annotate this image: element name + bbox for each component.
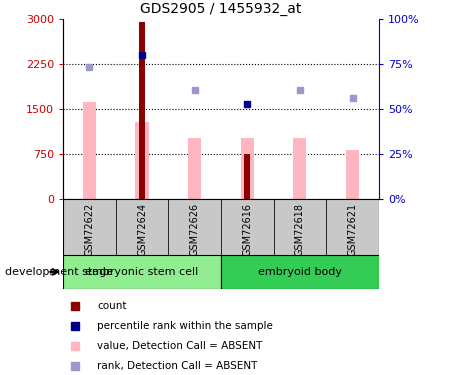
- FancyBboxPatch shape: [168, 199, 221, 255]
- FancyBboxPatch shape: [63, 199, 116, 255]
- Bar: [244, 154, 250, 199]
- Text: GSM72622: GSM72622: [84, 203, 94, 256]
- Text: GSM72626: GSM72626: [190, 203, 200, 256]
- Text: GSM72618: GSM72618: [295, 203, 305, 256]
- FancyBboxPatch shape: [221, 255, 379, 289]
- FancyBboxPatch shape: [63, 255, 221, 289]
- Title: GDS2905 / 1455932_at: GDS2905 / 1455932_at: [140, 2, 302, 16]
- Text: embryoid body: embryoid body: [258, 267, 342, 277]
- Bar: [135, 122, 149, 199]
- Text: GSM72616: GSM72616: [242, 203, 252, 256]
- FancyBboxPatch shape: [221, 199, 274, 255]
- Bar: [293, 138, 307, 199]
- FancyBboxPatch shape: [116, 199, 168, 255]
- Text: count: count: [97, 301, 127, 311]
- Text: rank, Detection Call = ABSENT: rank, Detection Call = ABSENT: [97, 360, 258, 370]
- Bar: [188, 138, 201, 199]
- Bar: [139, 22, 145, 199]
- Bar: [241, 138, 254, 199]
- FancyBboxPatch shape: [274, 199, 326, 255]
- FancyBboxPatch shape: [326, 199, 379, 255]
- Bar: [346, 150, 359, 199]
- Text: percentile rank within the sample: percentile rank within the sample: [97, 321, 273, 331]
- Bar: [83, 102, 96, 199]
- Text: embryonic stem cell: embryonic stem cell: [85, 267, 199, 277]
- Text: GSM72624: GSM72624: [137, 203, 147, 256]
- Text: GSM72621: GSM72621: [348, 203, 358, 256]
- Text: development stage: development stage: [5, 267, 113, 277]
- Text: value, Detection Call = ABSENT: value, Detection Call = ABSENT: [97, 340, 262, 351]
